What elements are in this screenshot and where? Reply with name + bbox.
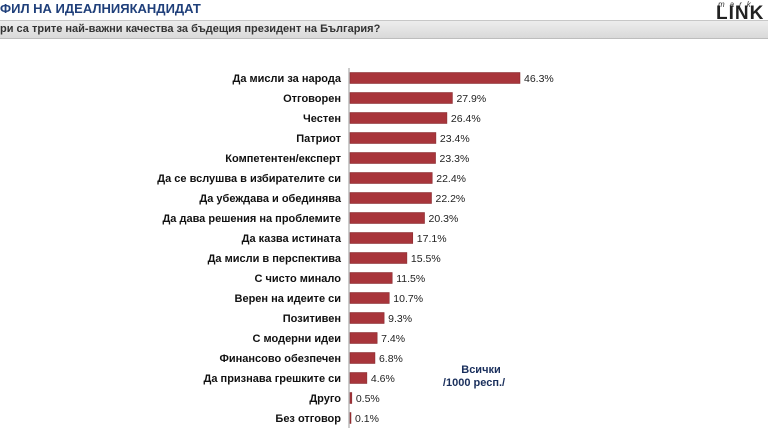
bar [349,72,521,84]
title-underlined: КАНДИДАТ [129,1,201,16]
value-label: 4.6% [371,373,395,385]
category-label: Компетентен/експерт [225,153,341,165]
category-label: Финансово обезпечен [219,353,341,365]
value-label: 20.3% [429,213,459,225]
value-label: 11.5% [396,273,425,285]
page-title: ФИЛ НА ИДЕАЛНИЯКАНДИДАТ [0,0,201,18]
category-label: Честен [303,113,341,125]
value-label: 6.8% [379,353,403,365]
category-label: Да мисли в перспектива [208,253,342,265]
question-text: ри са трите най-важни качества за бъдещи… [0,23,381,35]
bar [349,212,425,224]
question-bar: ри са трите най-важни качества за бъдещи… [0,20,768,39]
value-label: 46.3% [524,73,554,85]
value-label: 23.4% [440,133,470,145]
category-label: Да дава решения на проблемите [162,213,341,225]
value-label: 26.4% [451,113,481,125]
category-label: Да казва истината [242,233,342,245]
bar [349,112,448,124]
bar [349,312,385,324]
value-label: 27.9% [456,93,486,105]
category-label: С чисто минало [254,273,341,285]
bar [349,352,376,364]
value-label: 22.2% [436,193,466,205]
respondents-note-line1: Всички [461,364,500,376]
value-label: 22.4% [436,173,466,185]
category-label: Да мисли за народа [233,73,342,85]
category-label: Отговорен [283,93,341,105]
bar [349,412,352,424]
category-label: Да се вслушва в избирателите си [157,173,341,185]
bar [349,172,433,184]
value-label: 9.3% [388,313,412,325]
category-label: Друго [309,393,341,405]
bar [349,132,437,144]
bar [349,192,432,204]
value-label: 23.3% [440,153,470,165]
category-label: Да убеждава и обединява [199,193,341,205]
value-label: 0.1% [355,413,379,425]
logo-main-text: LINK [716,3,765,24]
respondents-note-line2: /1000 респ./ [443,377,505,389]
brand-logo: mark LINK [716,0,768,24]
bar [349,392,353,404]
category-label: Без отговор [275,413,341,425]
category-label: Патриот [296,133,341,145]
bar [349,272,393,284]
bar [349,252,408,264]
value-label: 10.7% [393,293,423,305]
bar [349,332,378,344]
title-text: ФИЛ НА ИДЕАЛНИЯ [0,1,130,16]
category-label: С модерни идеи [253,333,341,345]
bar-marks: Да мисли за народа 46.3% Отговорен 27.9% Чес… [157,72,554,425]
bar [349,292,390,304]
bar [349,372,368,384]
value-label: 17.1% [417,233,447,245]
value-label: 7.4% [381,333,405,345]
value-label: 15.5% [411,253,441,265]
bar [349,232,414,244]
category-label: Да признава грешките си [204,373,341,385]
category-label: Верен на идеите си [235,293,341,305]
category-label: Позитивен [283,313,341,325]
logo-top-text: mark [718,0,756,9]
bar [349,152,436,164]
bar [349,92,453,104]
value-label: 0.5% [356,393,380,405]
